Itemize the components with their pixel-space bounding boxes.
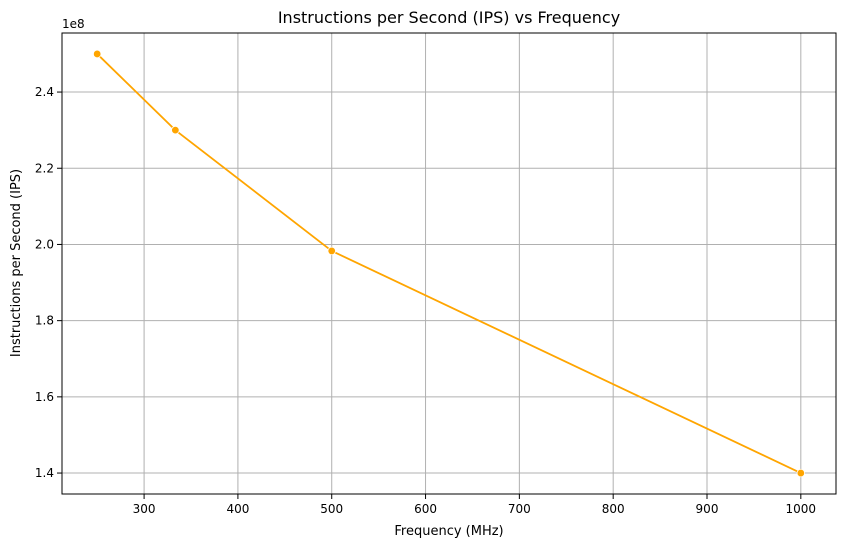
y-tick-label: 1.6: [35, 390, 54, 404]
axes: [57, 32, 837, 499]
tick-labels: 300 400 500 600 700 800 900 1000 1.4 1.6 1.8 2.0 2.2…: [35, 85, 816, 516]
x-tick-label: 400: [226, 502, 249, 516]
plot-border: [61, 32, 837, 495]
series-line: [96, 53, 802, 474]
data-point: [796, 468, 806, 478]
x-tick-label: 700: [508, 502, 531, 516]
y-axis-offset-label: 1e8: [62, 17, 85, 31]
data-point: [171, 125, 180, 135]
y-tick-label: 2.4: [35, 85, 54, 99]
x-tick-label: 300: [133, 502, 156, 516]
y-tick-label: 2.0: [35, 237, 54, 251]
x-tick-label: 900: [696, 502, 719, 516]
series-layer: [92, 49, 806, 478]
data-point: [327, 246, 336, 256]
x-axis-label: Frequency (MHz): [394, 524, 503, 539]
chart-title: Instructions per Second (IPS) vs Frequen…: [278, 8, 620, 27]
x-tick-label: 500: [320, 502, 343, 516]
x-tick-label: 800: [602, 502, 625, 516]
x-tick-label: 600: [414, 502, 437, 516]
y-tick-label: 2.2: [35, 161, 54, 175]
y-tick-label: 1.4: [35, 466, 54, 480]
grid-lines: [62, 33, 836, 494]
x-tick-label: 1000: [786, 502, 817, 516]
y-tick-label: 1.8: [35, 314, 54, 328]
data-point: [92, 49, 102, 59]
y-axis-label: Instructions per Second (IPS): [9, 169, 24, 357]
